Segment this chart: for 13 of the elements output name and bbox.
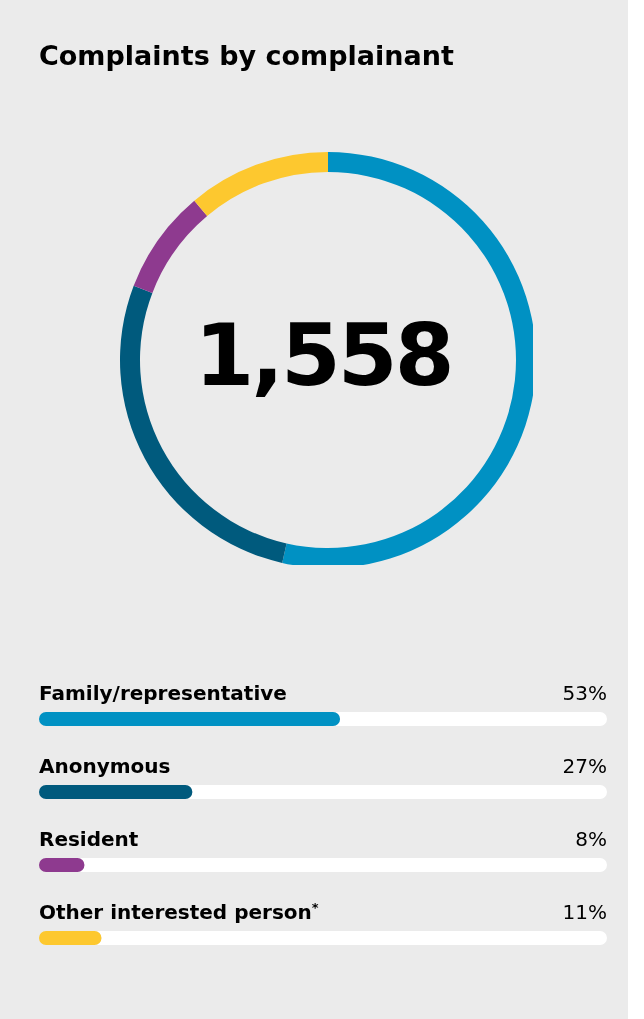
- bar: [39, 931, 102, 945]
- y-tick-label: Anonymous: [39, 754, 171, 778]
- data-label: 11%: [562, 900, 607, 924]
- y-tick-label: Family/representative: [39, 681, 287, 705]
- chart-title: Complaints by complainant: [39, 40, 454, 71]
- donut-slice: [133, 200, 208, 293]
- data-label: 27%: [562, 754, 607, 778]
- text: 1,558: [193, 305, 453, 405]
- data-label: 53%: [562, 681, 607, 705]
- y-tick-label: Resident: [39, 827, 139, 851]
- donut-slice: [194, 152, 328, 216]
- y-tick-label: Other interested person$^{*}$: [39, 899, 319, 924]
- data-label: 8%: [575, 827, 607, 851]
